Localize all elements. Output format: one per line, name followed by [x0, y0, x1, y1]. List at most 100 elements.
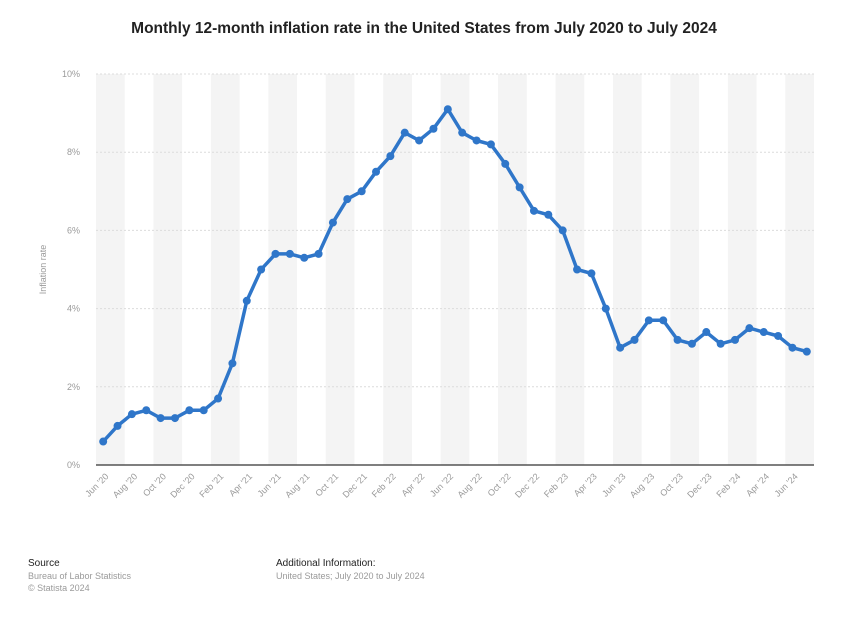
copyright: © Statista 2024 [28, 583, 90, 593]
data-point [328, 218, 337, 227]
x-tick-label: Oct '22 [486, 471, 513, 498]
y-tick-label: 8% [67, 147, 80, 157]
data-point [573, 265, 582, 274]
data-point [386, 152, 395, 161]
data-point [199, 406, 208, 415]
x-tick-label: Feb '21 [197, 471, 225, 499]
background-band [440, 74, 470, 465]
x-tick-label: Apr '24 [744, 471, 771, 498]
source-heading: Source [28, 558, 60, 569]
x-tick-label: Dec '22 [513, 471, 541, 499]
data-point [458, 128, 467, 137]
data-point [300, 253, 309, 262]
data-point [616, 343, 625, 352]
data-point [242, 296, 251, 305]
chart-title: Monthly 12-month inflation rate in the U… [131, 20, 717, 37]
data-point [544, 210, 553, 219]
data-point [443, 105, 452, 114]
data-point [156, 414, 165, 423]
data-point [113, 421, 122, 430]
data-point [802, 347, 811, 356]
background-band [383, 74, 412, 465]
background-band [727, 74, 757, 465]
x-tick-label: Aug '22 [455, 471, 483, 499]
data-point [343, 195, 352, 204]
data-point [357, 187, 366, 196]
info-heading: Additional Information: [276, 558, 376, 569]
x-tick-label: Jun '20 [83, 471, 110, 498]
background-band [325, 74, 355, 465]
background-band [670, 74, 700, 465]
data-point [687, 339, 696, 348]
y-tick-label: 6% [67, 225, 80, 235]
source-name: Bureau of Labor Statistics [28, 571, 132, 581]
data-point [127, 410, 136, 419]
x-tick-label: Aug '23 [628, 471, 656, 499]
data-point [170, 414, 179, 423]
data-point [731, 335, 740, 344]
x-tick-label: Dec '20 [168, 471, 196, 499]
data-point [558, 226, 567, 235]
data-point [99, 437, 108, 446]
data-point [788, 343, 797, 352]
data-point [185, 406, 194, 415]
y-axis-title: Inflation rate [38, 245, 48, 295]
background-band [785, 74, 814, 465]
data-point [415, 136, 424, 145]
x-tick-label: Feb '23 [542, 471, 570, 499]
x-tick-label: Apr '23 [572, 471, 599, 498]
data-point [716, 339, 725, 348]
x-tick-label: Apr '22 [399, 471, 426, 498]
data-point [745, 324, 754, 333]
x-tick-label: Feb '22 [370, 471, 398, 499]
y-tick-label: 0% [67, 460, 80, 470]
x-tick-label: Oct '21 [313, 471, 340, 498]
background-band [268, 74, 298, 465]
data-point [644, 316, 653, 325]
data-point [759, 328, 768, 337]
y-tick-label: 4% [67, 304, 80, 314]
data-point [472, 136, 481, 145]
data-point [142, 406, 151, 415]
data-point [774, 331, 783, 340]
data-point [659, 316, 668, 325]
x-tick-label: Dec '21 [341, 471, 369, 499]
y-tick-label: 10% [62, 69, 80, 79]
x-tick-label: Jun '23 [600, 471, 627, 498]
data-point [587, 269, 596, 278]
x-tick-label: Aug '21 [283, 471, 311, 499]
background-band [96, 74, 125, 465]
data-point [257, 265, 266, 274]
background-band [210, 74, 240, 465]
data-point [601, 304, 610, 313]
data-point [400, 128, 409, 137]
data-point [314, 249, 323, 258]
data-point [285, 249, 294, 258]
source-block: Source Bureau of Labor Statistics © Stat… [28, 558, 131, 594]
x-tick-label: Feb '24 [714, 471, 742, 499]
data-point [515, 183, 524, 192]
data-point [702, 328, 711, 337]
data-point [372, 167, 381, 176]
info-text: United States; July 2020 to July 2024 [276, 571, 425, 581]
background-band [153, 74, 183, 465]
x-tick-label: Oct '23 [658, 471, 685, 498]
data-point [501, 159, 510, 168]
x-tick-label: Aug '20 [111, 471, 139, 499]
background-band [612, 74, 642, 465]
data-point [214, 394, 223, 403]
data-point [673, 335, 682, 344]
x-tick-label: Apr '21 [227, 471, 254, 498]
x-tick-label: Dec '23 [685, 471, 713, 499]
background-band [498, 74, 527, 465]
data-point [486, 140, 495, 149]
x-tick-label: Jun '22 [428, 471, 455, 498]
data-point [429, 124, 438, 133]
data-point [228, 359, 237, 368]
data-point [529, 206, 538, 215]
x-tick-label: Jun '24 [772, 471, 799, 498]
data-point [630, 335, 639, 344]
x-tick-label: Jun '21 [256, 471, 283, 498]
additional-info-block: Additional Information: United States; J… [276, 558, 425, 582]
